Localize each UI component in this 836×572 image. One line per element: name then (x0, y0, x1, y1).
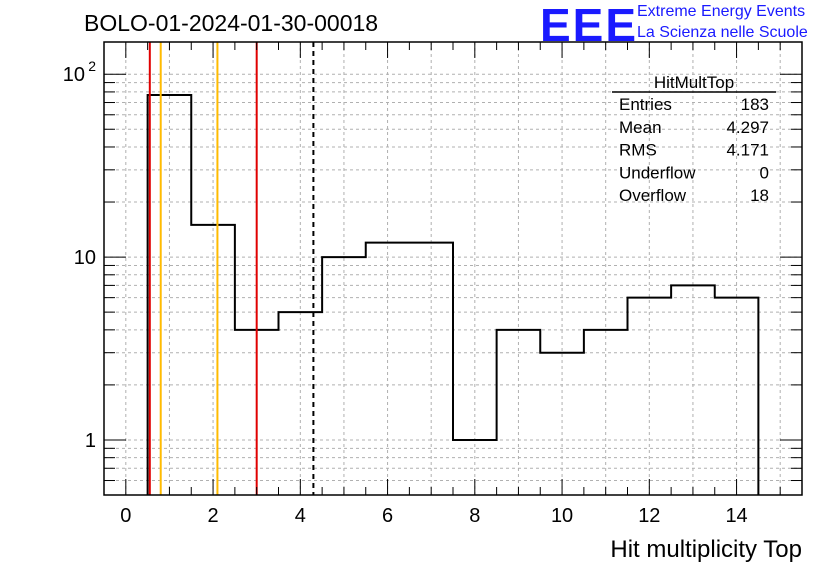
stats-row-value: 183 (741, 95, 769, 114)
logo-subtitle-line1: Extreme Energy Events (637, 3, 806, 20)
x-tick-label: 2 (208, 505, 219, 527)
stats-box: HitMultTop Entries 183 Mean 4.297 RMS 4.171 Und… (612, 73, 776, 205)
histogram-bars (146, 93, 760, 495)
stats-row-value: 18 (750, 186, 769, 205)
y-tick-label: 10 (74, 247, 96, 269)
stats-row-label: Overflow (619, 186, 687, 205)
stats-row-value: 4.297 (726, 118, 769, 137)
chart-title: BOLO-01-2024-01-30-00018 (84, 10, 379, 36)
x-axis-label: Hit multiplicity Top (610, 536, 802, 563)
x-tick-label: 6 (382, 505, 393, 527)
x-tick-label: 4 (295, 505, 306, 527)
stats-row-label: Underflow (619, 163, 696, 182)
eee-logo: EEE (540, 0, 639, 51)
stats-row-label: RMS (619, 141, 657, 160)
x-tick-label: 0 (120, 505, 131, 527)
y-tick-label: 1 (85, 430, 96, 452)
x-tick-label: 12 (638, 505, 660, 527)
y-tick-label: 10 (63, 64, 85, 86)
stats-box-name: HitMultTop (654, 73, 734, 92)
x-tick-label: 8 (469, 505, 480, 527)
reference-lines (148, 42, 315, 495)
stats-row-label: Entries (619, 95, 672, 114)
stats-row-value: 0 (760, 163, 769, 182)
y-tick-exponent: 2 (88, 58, 96, 74)
logo-subtitle-line2: La Scienza nelle Scuole (637, 24, 808, 41)
x-tick-label: 14 (725, 505, 747, 527)
x-tick-label: 10 (551, 505, 573, 527)
stats-row-label: Mean (619, 118, 662, 137)
stats-row-value: 4.171 (726, 141, 769, 160)
histogram-outline (146, 93, 760, 495)
